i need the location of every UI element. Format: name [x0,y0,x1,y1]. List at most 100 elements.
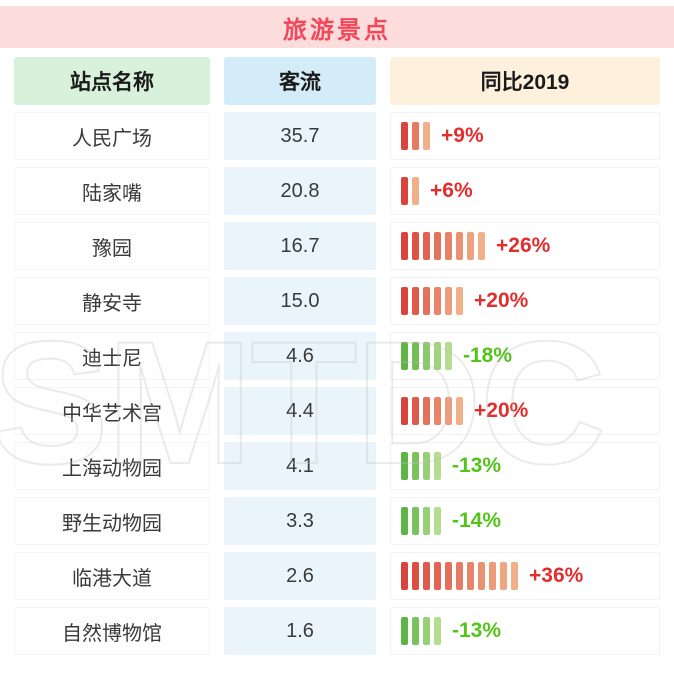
table-header: 站点名称 客流 同比2019 [14,57,660,105]
column-header-yoy-2019: 同比2019 [390,57,660,105]
table-row: 迪士尼 4.6 -18% [14,332,660,380]
yoy-value: -14% [452,509,502,532]
yoy-cell: +6% [390,167,660,215]
bar-segment [467,232,474,260]
yoy-bar: +9% [401,122,659,150]
station-name: 静安寺 [14,277,210,325]
bar-segment [434,452,441,480]
bar-segment [434,397,441,425]
yoy-value: -13% [452,619,502,642]
bar-segment [423,397,430,425]
station-name: 中华艺术宫 [14,387,210,435]
bar-segment [401,452,408,480]
yoy-value: +6% [430,179,473,202]
table-row: 自然博物馆 1.6 -13% [14,607,660,655]
passenger-flow-value: 16.7 [224,222,376,270]
station-name: 野生动物园 [14,497,210,545]
bar-segment [456,397,463,425]
bar-segment [401,177,408,205]
bar-segment [401,507,408,535]
bar-segment [401,617,408,645]
bar-segment [401,397,408,425]
yoy-cell: +20% [390,277,660,325]
bar-segment [456,562,463,590]
page-title-bar: 旅游景点 [0,6,674,48]
yoy-cell: -18% [390,332,660,380]
bar-segment [478,232,485,260]
yoy-cell: +36% [390,552,660,600]
bar-segment [456,287,463,315]
table-row: 临港大道 2.6 +36% [14,552,660,600]
station-name: 豫园 [14,222,210,270]
passenger-flow-value: 20.8 [224,167,376,215]
yoy-value: -18% [463,344,513,367]
passenger-flow-value: 4.1 [224,442,376,490]
passenger-flow-value: 35.7 [224,112,376,160]
passenger-flow-value: 4.6 [224,332,376,380]
bar-segment [401,122,408,150]
yoy-bar: +20% [401,397,659,425]
yoy-cell: +20% [390,387,660,435]
yoy-bar: -13% [401,617,659,645]
station-name: 迪士尼 [14,332,210,380]
bar-segment [434,287,441,315]
bar-segment [412,397,419,425]
yoy-bar: -13% [401,452,659,480]
bar-segment [412,342,419,370]
yoy-bar: +26% [401,232,659,260]
station-name: 临港大道 [14,552,210,600]
bar-segment [434,617,441,645]
bar-segment [412,232,419,260]
passenger-flow-value: 1.6 [224,607,376,655]
yoy-value: -13% [452,454,502,477]
station-name: 自然博物馆 [14,607,210,655]
bar-segment [445,232,452,260]
bar-segment [445,562,452,590]
yoy-bar: +6% [401,177,659,205]
yoy-value: +20% [474,399,529,422]
bar-segment [467,562,474,590]
bar-segment [401,342,408,370]
yoy-bar: -18% [401,342,659,370]
yoy-value: +36% [529,564,584,587]
column-header-passenger-flow: 客流 [224,57,376,105]
bar-segment [401,287,408,315]
yoy-value: +26% [496,234,551,257]
station-name: 陆家嘴 [14,167,210,215]
yoy-cell: +26% [390,222,660,270]
station-name: 上海动物园 [14,442,210,490]
bar-segment [412,122,419,150]
bar-segment [423,562,430,590]
tourist-attractions-table: 站点名称 客流 同比2019 人民广场 35.7 +9% 陆家嘴 20.8 +6% 豫园 16… [0,50,674,662]
bar-segment [412,562,419,590]
bar-segment [423,452,430,480]
bar-segment [445,287,452,315]
yoy-cell: -13% [390,607,660,655]
bar-segment [478,562,485,590]
table-row: 野生动物园 3.3 -14% [14,497,660,545]
table-row: 人民广场 35.7 +9% [14,112,660,160]
table-row: 豫园 16.7 +26% [14,222,660,270]
yoy-cell: -13% [390,442,660,490]
bar-segment [423,507,430,535]
bar-segment [423,342,430,370]
table-row: 中华艺术宫 4.4 +20% [14,387,660,435]
bar-segment [412,177,419,205]
bar-segment [489,562,496,590]
column-header-station-name: 站点名称 [14,57,210,105]
table-row: 静安寺 15.0 +20% [14,277,660,325]
table-body: 人民广场 35.7 +9% 陆家嘴 20.8 +6% 豫园 16.7 +26% 静安寺 15.0 +2… [14,112,660,655]
table-row: 陆家嘴 20.8 +6% [14,167,660,215]
yoy-bar: +20% [401,287,659,315]
bar-segment [500,562,507,590]
yoy-cell: +9% [390,112,660,160]
bar-segment [423,232,430,260]
bar-segment [423,287,430,315]
table-row: 上海动物园 4.1 -13% [14,442,660,490]
bar-segment [445,397,452,425]
bar-segment [445,342,452,370]
yoy-cell: -14% [390,497,660,545]
bar-segment [412,507,419,535]
bar-segment [434,232,441,260]
passenger-flow-value: 3.3 [224,497,376,545]
